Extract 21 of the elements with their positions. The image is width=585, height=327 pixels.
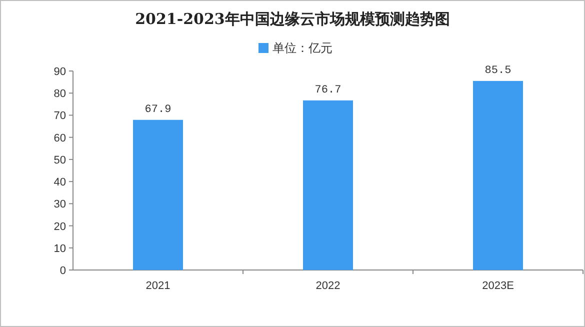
bar: [133, 120, 183, 270]
y-tick-label: 20: [54, 220, 66, 233]
data-label: 76.7: [314, 84, 342, 96]
x-tick-label: 2023E: [482, 280, 514, 292]
y-tick-label: 60: [54, 132, 66, 144]
y-tick-label: 0: [60, 265, 66, 277]
x-tick-label: 2021: [146, 280, 170, 292]
y-tick-label: 50: [54, 154, 66, 166]
bar: [473, 80, 523, 270]
y-tick-label: 30: [54, 198, 66, 211]
data-label: 67.9: [144, 104, 172, 116]
legend-label: 单位：亿元: [272, 41, 332, 55]
y-tick-label: 10: [54, 242, 66, 255]
y-tick-label: 70: [54, 110, 66, 122]
x-tick-label: 2022: [316, 280, 340, 292]
bar: [303, 100, 353, 270]
y-tick-label: 40: [54, 176, 66, 189]
chart-title: 2021-2023年中国边缘云市场规模预测趋势图: [135, 10, 450, 28]
y-tick-label: 90: [54, 66, 66, 78]
data-label: 85.5: [484, 64, 512, 77]
y-tick-label: 80: [54, 88, 66, 100]
